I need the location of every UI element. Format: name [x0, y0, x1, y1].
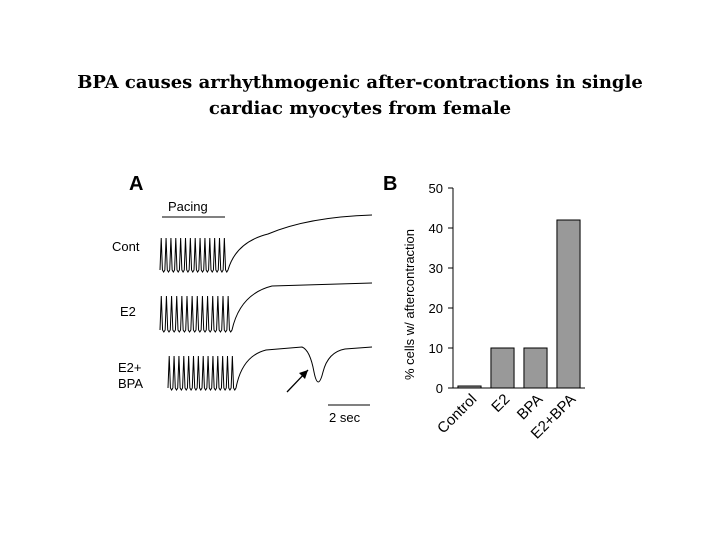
trace-label-cont: Cont [112, 239, 140, 254]
trace-e2 [159, 282, 373, 333]
chart-ticks: 0 10 20 30 40 50 [429, 181, 453, 396]
bar-e2-bpa [556, 219, 581, 389]
slide-title: BPA causes arrhythmogenic after-contract… [0, 70, 720, 122]
panel-a: A Pacing Cont E2 E2+ BPA 2 sec [112, 173, 373, 425]
y-tick-label: 0 [436, 381, 443, 396]
trace-control [159, 214, 373, 273]
bar-e2 [490, 347, 515, 389]
arrow-head-icon [299, 370, 308, 379]
y-tick-label: 20 [429, 301, 443, 316]
chart-bars [457, 219, 581, 389]
bar-bpa [523, 347, 548, 389]
panel-b: B % cells w/ aftercontraction 0 10 20 30 40 5… [383, 173, 585, 442]
trace-label-e2: E2 [120, 304, 136, 319]
title-line-1: BPA causes arrhythmogenic after-contract… [77, 72, 643, 93]
pacing-label: Pacing [168, 199, 208, 214]
trace-e2-bpa [167, 346, 373, 391]
y-tick-label: 30 [429, 261, 443, 276]
y-axis-label: % cells w/ aftercontraction [402, 229, 417, 380]
category-label: Control [434, 391, 480, 437]
trace-label-bpa: BPA [118, 376, 143, 391]
y-tick-label: 10 [429, 341, 443, 356]
bar-control [457, 385, 482, 389]
panel-b-letter: B [383, 173, 397, 195]
trace-label-e2plus: E2+ [118, 360, 142, 375]
title-line-2: cardiac myocytes from female [208, 98, 512, 119]
category-label: E2 [488, 391, 513, 416]
y-tick-label: 50 [429, 181, 443, 196]
scale-label: 2 sec [329, 410, 361, 425]
panel-a-letter: A [129, 173, 143, 195]
y-tick-label: 40 [429, 221, 443, 236]
